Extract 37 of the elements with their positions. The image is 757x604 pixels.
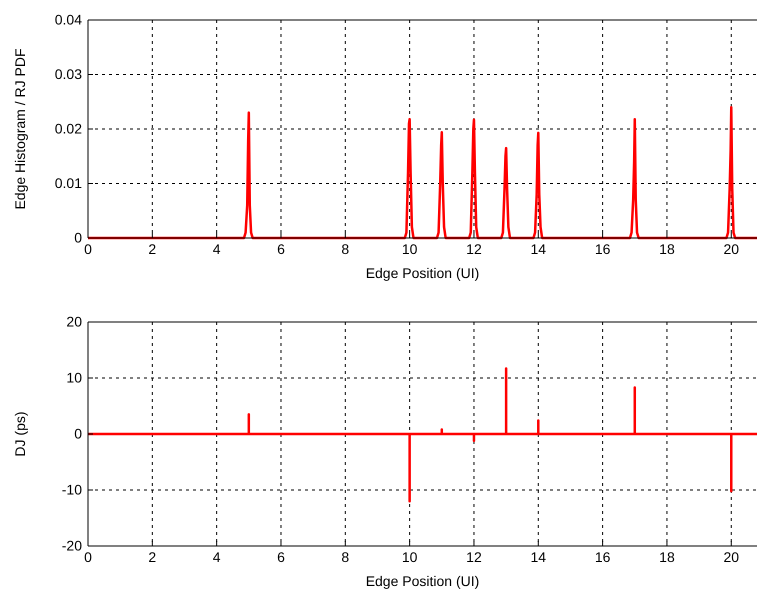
x-tick-label: 16 bbox=[594, 548, 611, 565]
x-tick-label: 8 bbox=[341, 240, 350, 257]
x-tick-label: 4 bbox=[212, 548, 221, 565]
x-tick-label: 18 bbox=[659, 240, 675, 257]
x-tick-label: 2 bbox=[148, 240, 156, 257]
y-tick-label: 20 bbox=[66, 313, 82, 330]
x-tick-label: 10 bbox=[402, 548, 418, 565]
y-tick-label: 0 bbox=[74, 229, 82, 246]
y-tick-label: 0.03 bbox=[54, 66, 82, 82]
x-tick-label: 2 bbox=[148, 548, 156, 565]
y-tick-label: -20 bbox=[62, 537, 82, 554]
y-tick-label: -10 bbox=[62, 481, 82, 498]
x-tick-label: 8 bbox=[341, 548, 350, 565]
y-tick-label: 10 bbox=[66, 369, 82, 386]
y-axis-title: Edge Histogram / RJ PDF bbox=[12, 48, 28, 210]
x-axis-title: Edge Position (UI) bbox=[366, 265, 480, 281]
y-tick-label: 0 bbox=[74, 425, 82, 442]
x-axis-title: Edge Position (UI) bbox=[366, 573, 480, 589]
x-tick-label: 16 bbox=[594, 240, 611, 257]
y-tick-label: 0.01 bbox=[54, 174, 82, 191]
x-tick-label: 0 bbox=[84, 548, 92, 565]
y-tick-label: 0.02 bbox=[54, 120, 82, 136]
x-tick-label: 20 bbox=[723, 240, 740, 257]
x-tick-label: 14 bbox=[530, 548, 546, 565]
x-tick-label: 10 bbox=[402, 240, 418, 257]
line-series bbox=[86, 367, 757, 502]
x-tick-label: 20 bbox=[723, 548, 740, 565]
x-tick-label: 0 bbox=[84, 240, 92, 257]
x-tick-label: 14 bbox=[530, 240, 546, 257]
x-tick-label: 12 bbox=[466, 548, 482, 565]
x-tick-label: 4 bbox=[212, 240, 221, 257]
y-tick-label: 0.04 bbox=[54, 11, 82, 28]
x-tick-label: 18 bbox=[659, 548, 675, 565]
y-axis-title: DJ (ps) bbox=[12, 411, 28, 457]
x-tick-label: 12 bbox=[466, 240, 482, 257]
x-tick-label: 6 bbox=[277, 548, 286, 565]
x-tick-label: 6 bbox=[277, 240, 286, 257]
